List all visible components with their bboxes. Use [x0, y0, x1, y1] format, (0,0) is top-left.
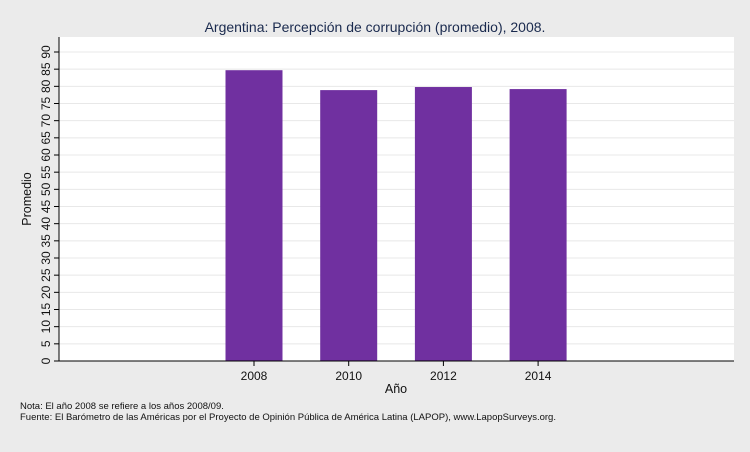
x-tick-label: 2008	[241, 369, 268, 383]
y-tick-label: 40	[39, 217, 53, 231]
y-tick-label: 5	[39, 340, 53, 347]
bar	[320, 90, 378, 362]
grid-lines	[59, 51, 734, 345]
bar	[225, 70, 283, 362]
note-text: Nota: El año 2008 se refiere a los años …	[20, 401, 224, 412]
y-tick-label: 30	[39, 251, 53, 265]
y-tick-label: 45	[39, 200, 53, 214]
y-tick-label: 70	[39, 114, 53, 128]
x-axis: 2008 2010 2012 2014	[59, 360, 734, 383]
bar-chart: Argentina: Percepción de corrupción (pro…	[20, 19, 734, 396]
y-tick-label: 85	[39, 62, 53, 76]
bar	[509, 89, 567, 361]
chart-notes: Nota: El año 2008 se refiere a los años …	[20, 401, 556, 423]
y-tick-label: 0	[39, 357, 53, 364]
chart-title: Argentina: Percepción de corrupción (pro…	[205, 19, 546, 35]
y-tick-label: 50	[39, 182, 53, 196]
source-text: Fuente: El Barómetro de las Américas por…	[20, 412, 556, 423]
y-tick-label: 55	[39, 165, 53, 179]
y-tick-label: 35	[39, 234, 53, 248]
y-tick-label: 15	[39, 303, 53, 317]
x-axis-label: Año	[385, 382, 407, 396]
y-tick-label: 25	[39, 268, 53, 282]
plot-area	[59, 37, 734, 361]
y-tick-label: 65	[39, 131, 53, 145]
y-tick-label: 20	[39, 285, 53, 299]
bars	[225, 70, 567, 362]
x-tick-label: 2010	[335, 369, 362, 383]
y-tick-label: 80	[39, 79, 53, 93]
y-tick-label: 60	[39, 148, 53, 162]
y-axis: 0 5 10 15 20 25 30 35 40 45 50 55 60 65 70 75 80 85 90	[39, 37, 60, 364]
y-tick-label: 10	[39, 320, 53, 334]
x-tick-label: 2014	[525, 369, 552, 383]
y-axis-label: Promedio	[20, 172, 34, 226]
y-tick-label: 75	[39, 97, 53, 111]
x-tick-label: 2012	[430, 369, 457, 383]
y-tick-label: 90	[39, 45, 53, 59]
bar	[414, 87, 472, 362]
